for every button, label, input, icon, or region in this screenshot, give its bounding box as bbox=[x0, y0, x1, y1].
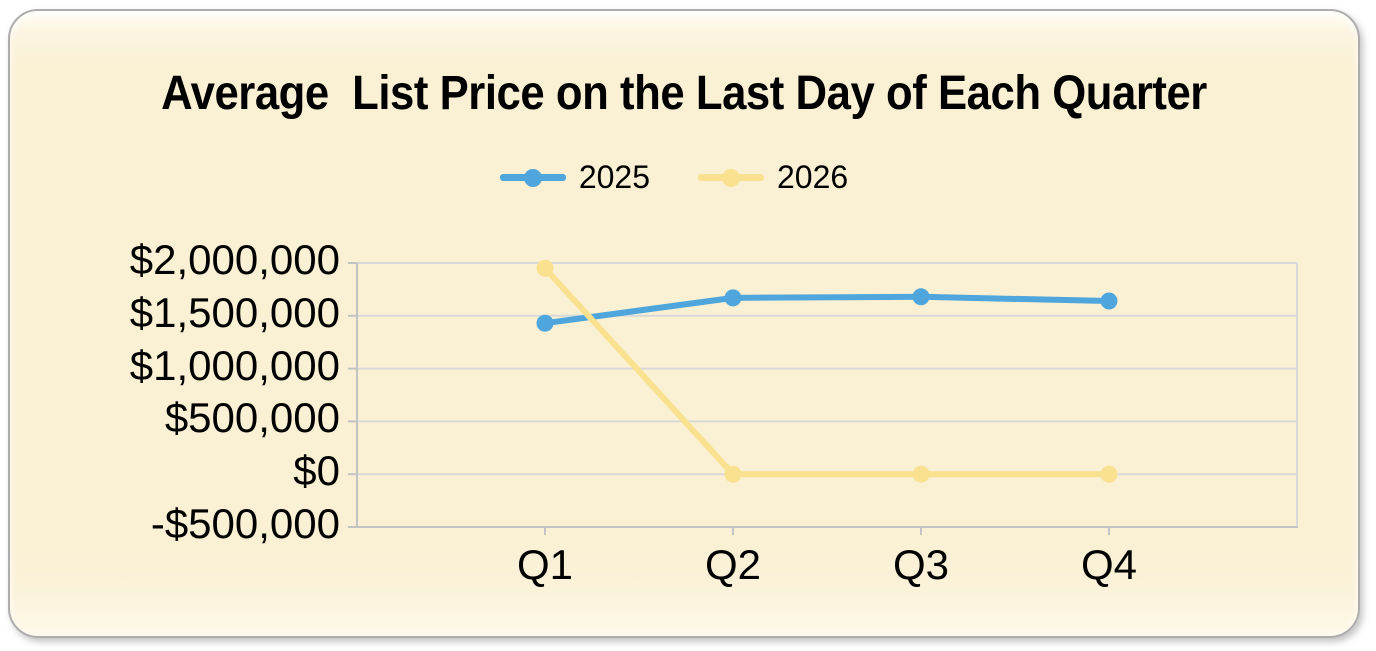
axes bbox=[348, 262, 1298, 535]
data-point-2026-Q3 bbox=[912, 465, 930, 483]
legend-line-marker-2025-icon bbox=[499, 168, 566, 187]
gridlines bbox=[357, 262, 1298, 527]
data-point-2025-Q3 bbox=[912, 288, 930, 306]
series-line-2026 bbox=[542, 265, 1112, 478]
x-tick-label: Q1 bbox=[516, 541, 574, 588]
legend-item-2025: 2025 bbox=[499, 159, 650, 195]
data-point-2026-Q1 bbox=[536, 259, 554, 277]
x-tick-label: Q4 bbox=[1080, 541, 1138, 588]
legend-item-2026: 2026 bbox=[698, 159, 849, 195]
series-2025 bbox=[536, 288, 1118, 332]
data-point-2025-Q2 bbox=[724, 289, 742, 307]
chart-legend: 2025 2026 bbox=[10, 159, 1358, 195]
data-point-2025-Q4 bbox=[1100, 292, 1118, 310]
y-tick-label: $0 bbox=[293, 447, 340, 494]
y-tick-label: -$500,000 bbox=[150, 500, 340, 547]
chart-title: Average List Price on the Last Day of Ea… bbox=[161, 67, 1207, 120]
y-tick-label: $1,000,000 bbox=[129, 342, 340, 389]
y-tick-label: $2,000,000 bbox=[129, 236, 340, 283]
series-line-2025 bbox=[542, 293, 1112, 327]
legend-dot-2026-icon bbox=[722, 168, 740, 187]
legend-line-marker-2026-icon bbox=[698, 168, 764, 187]
chart-card: Average List Price on the Last Day of Ea… bbox=[8, 9, 1360, 638]
plot-area bbox=[345, 257, 1303, 538]
chart-svg bbox=[348, 259, 1298, 535]
x-tick-label: Q3 bbox=[892, 541, 950, 588]
y-tick-label: $500,000 bbox=[164, 394, 340, 441]
legend-label-2026: 2026 bbox=[777, 159, 849, 195]
y-tick-label: $1,500,000 bbox=[129, 289, 340, 336]
legend-label-2025: 2025 bbox=[578, 159, 650, 195]
legend-dot-2025-icon bbox=[523, 168, 542, 187]
data-point-2026-Q2 bbox=[724, 465, 742, 483]
data-point-2025-Q1 bbox=[536, 314, 554, 332]
x-tick-label: Q2 bbox=[704, 541, 762, 588]
data-point-2026-Q4 bbox=[1100, 465, 1118, 483]
series-2026 bbox=[536, 259, 1118, 483]
